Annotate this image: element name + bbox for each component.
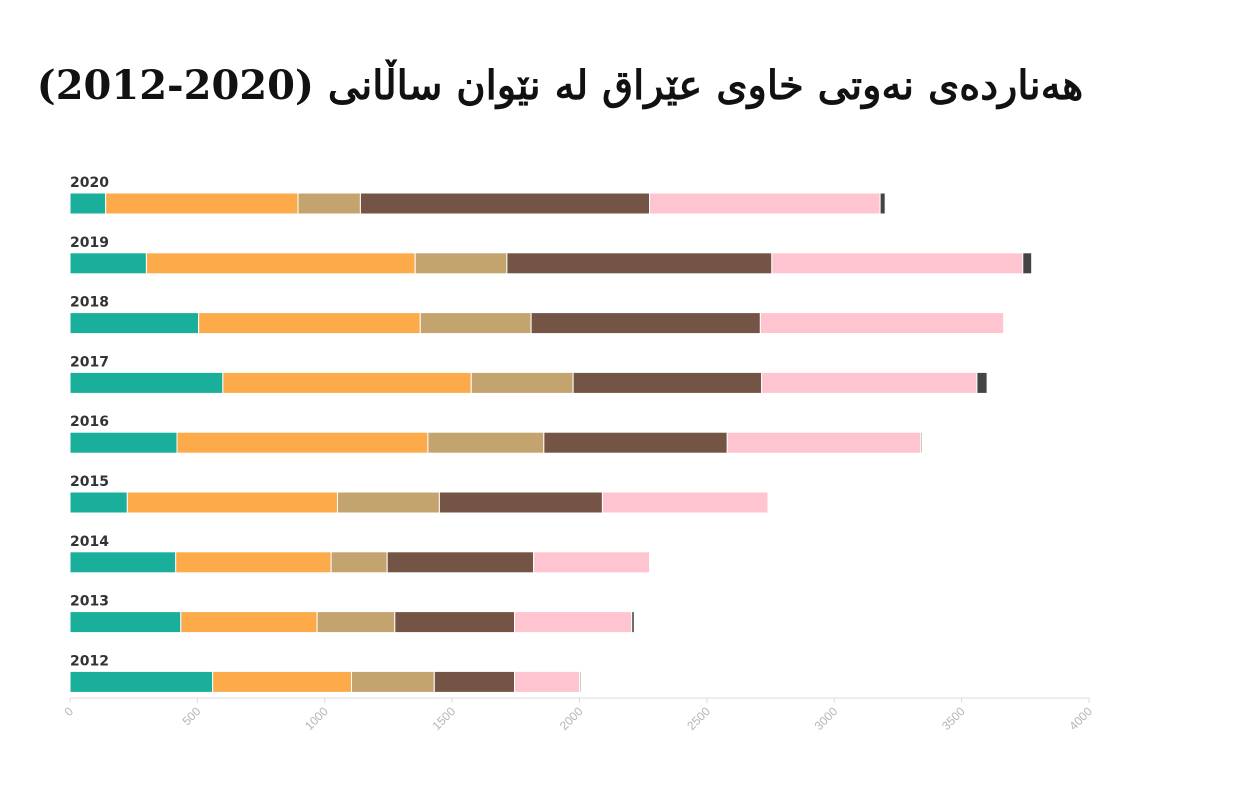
bar-segment-2016-s1: [69, 431, 178, 454]
bar-segment-2012-s5: [514, 670, 581, 693]
bar-segment-2014-s2: [175, 551, 332, 574]
bar-segment-2020-s2: [105, 192, 299, 215]
bar-segment-2020-s5: [649, 192, 881, 215]
bar-segment-2019-s5: [771, 252, 1024, 275]
bar-segment-2016-s3: [427, 431, 545, 454]
bar-segment-2012-s2: [212, 670, 352, 693]
bar-segment-2013-s5: [514, 611, 633, 634]
bar-segment-2012-s1: [69, 670, 214, 693]
x-tick-label-3500: 3500: [939, 704, 968, 733]
category-label-2016: 2016: [70, 414, 109, 430]
bar-segment-2014-s4: [386, 551, 535, 574]
bar-segment-2017-s4: [572, 371, 763, 394]
category-label-2019: 2019: [70, 235, 109, 251]
bar-segment-2015-s2: [126, 491, 338, 514]
bar-segment-2016-s2: [176, 431, 429, 454]
bar-segment-2016-s4: [543, 431, 728, 454]
bar-segment-2017-s3: [470, 371, 574, 394]
bar-segment-2013-s1: [69, 611, 182, 634]
bar-segment-2014-s3: [330, 551, 388, 574]
bar-segment-2013-s3: [316, 611, 396, 634]
category-label-2014: 2014: [70, 534, 109, 550]
chart-title: هەناردەی نەوتی خاوی عێراق لە نێوان ساڵان…: [36, 62, 1084, 109]
x-tick-label-0: 0: [61, 704, 76, 719]
bar-segment-2012-s4: [433, 670, 516, 693]
bar-segment-2018-s4: [530, 312, 761, 335]
bar-segment-2015-s4: [438, 491, 603, 514]
bar-segment-2017-s5: [761, 371, 978, 394]
bars-group: 2020 2019 2018 2017 2016 2015 2014 2013 2012: [69, 175, 1033, 693]
category-label-2020: 2020: [70, 175, 109, 191]
bar-segment-2015-s3: [336, 491, 440, 514]
bar-segment-2019-s3: [414, 252, 508, 275]
bar-segment-2014-s1: [69, 551, 177, 574]
bar-segment-2013-s4: [394, 611, 516, 634]
x-ticks-group: 0 500 1000 1500 2000 2500 3000 3500 4000: [61, 698, 1095, 733]
bar-segment-2018-s3: [419, 312, 532, 335]
x-tick-label-3000: 3000: [812, 704, 841, 733]
bar-segment-2015-s1: [69, 491, 128, 514]
bar-segment-2019-s1: [69, 252, 147, 275]
bar-segment-2019-s4: [506, 252, 773, 275]
bar-segment-2013-s2: [180, 611, 318, 634]
bar-segment-2020-s1: [69, 192, 107, 215]
x-tick-label-500: 500: [179, 704, 203, 728]
x-tick-label-1500: 1500: [429, 704, 458, 733]
bar-segment-2018-s2: [198, 312, 421, 335]
bar-segment-2016-s5: [726, 431, 922, 454]
category-label-2012: 2012: [70, 653, 109, 669]
bar-segment-2019-s6: [1022, 252, 1033, 275]
category-label-2018: 2018: [70, 295, 109, 311]
category-label-2017: 2017: [70, 354, 109, 370]
bar-segment-2014-s5: [533, 551, 651, 574]
bar-segment-2017-s2: [222, 371, 472, 394]
x-tick-label-4000: 4000: [1066, 704, 1095, 733]
bar-segment-2018-s5: [759, 312, 1005, 335]
bar-segment-2012-s3: [350, 670, 435, 693]
bar-segment-2019-s2: [145, 252, 416, 275]
x-tick-label-2500: 2500: [684, 704, 713, 733]
bar-segment-2017-s1: [69, 371, 224, 394]
x-tick-label-1000: 1000: [302, 704, 331, 733]
category-label-2015: 2015: [70, 474, 109, 490]
bar-segment-2013-s6: [631, 611, 635, 634]
bar-segment-2016-s6: [920, 431, 923, 454]
bar-segment-2020-s4: [359, 192, 651, 215]
bar-segment-2015-s5: [601, 491, 769, 514]
bar-segment-2018-s1: [69, 312, 200, 335]
bar-segment-2020-s3: [297, 192, 361, 215]
bar-segment-2012-s6: [579, 670, 582, 693]
bar-segment-2017-s6: [976, 371, 988, 394]
bar-segment-2020-s6: [879, 192, 886, 215]
x-tick-label-2000: 2000: [557, 704, 586, 733]
category-label-2013: 2013: [70, 594, 109, 610]
